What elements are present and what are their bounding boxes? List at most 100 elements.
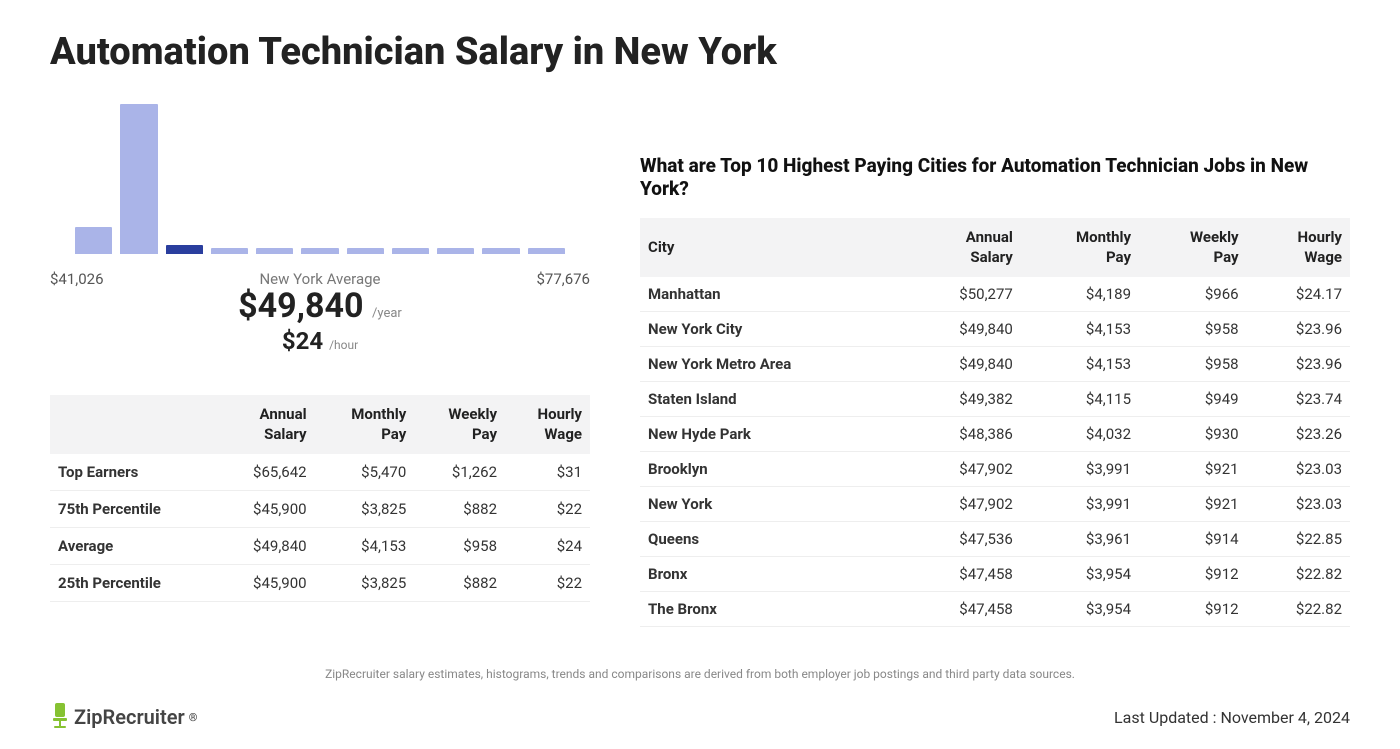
table-header: WeeklyPay — [414, 395, 505, 454]
table-cell: New York City — [640, 312, 905, 347]
table-row: 25th Percentile$45,900$3,825$882$22 — [50, 565, 590, 602]
histogram-bars — [75, 104, 565, 254]
cities-heading: What are Top 10 Highest Paying Cities fo… — [640, 154, 1350, 200]
table-cell: $3,961 — [1021, 522, 1139, 557]
table-row: Queens$47,536$3,961$914$22.85 — [640, 522, 1350, 557]
histogram-bar — [211, 248, 248, 254]
table-cell: Average — [50, 528, 217, 565]
table-header: MonthlyPay — [315, 395, 415, 454]
table-cell: $4,032 — [1021, 417, 1139, 452]
average-hourly-unit: /hour — [329, 338, 358, 352]
table-header: WeeklyPay — [1139, 218, 1247, 277]
table-cell: Manhattan — [640, 277, 905, 312]
table-cell: $912 — [1139, 557, 1247, 592]
histogram-max-label: $77,676 — [536, 270, 590, 355]
table-cell: $22.82 — [1247, 592, 1350, 627]
table-header: MonthlyPay — [1021, 218, 1139, 277]
table-header: AnnualSalary — [217, 395, 315, 454]
table-header: AnnualSalary — [905, 218, 1021, 277]
logo-chair-icon — [50, 703, 70, 731]
table-cell: $3,825 — [315, 491, 415, 528]
table-cell: $882 — [414, 565, 505, 602]
table-cell: New Hyde Park — [640, 417, 905, 452]
histogram-bar — [482, 248, 519, 254]
left-column: $41,026 New York Average $49,840 /year $… — [50, 104, 590, 627]
summary-table-body: Top Earners$65,642$5,470$1,262$3175th Pe… — [50, 454, 590, 602]
table-cell: $47,902 — [905, 487, 1021, 522]
table-cell: $912 — [1139, 592, 1247, 627]
table-cell: $958 — [414, 528, 505, 565]
table-cell: $930 — [1139, 417, 1247, 452]
average-annual: $49,840 /year — [238, 288, 402, 325]
table-cell: New York Metro Area — [640, 347, 905, 382]
average-annual-unit: /year — [372, 306, 402, 321]
table-cell: $47,536 — [905, 522, 1021, 557]
table-cell: $914 — [1139, 522, 1247, 557]
table-cell: $49,840 — [905, 312, 1021, 347]
table-cell: $966 — [1139, 277, 1247, 312]
table-cell: $48,386 — [905, 417, 1021, 452]
table-row: Brooklyn$47,902$3,991$921$23.03 — [640, 452, 1350, 487]
table-row: New Hyde Park$48,386$4,032$930$23.26 — [640, 417, 1350, 452]
table-cell: Bronx — [640, 557, 905, 592]
right-column: What are Top 10 Highest Paying Cities fo… — [640, 104, 1350, 627]
summary-table-head: AnnualSalaryMonthlyPayWeeklyPayHourlyWag… — [50, 395, 590, 454]
table-cell: $22 — [505, 565, 590, 602]
table-cell: $65,642 — [217, 454, 315, 491]
table-cell: New York — [640, 487, 905, 522]
table-header — [50, 395, 217, 454]
table-cell: $5,470 — [315, 454, 415, 491]
table-row: The Bronx$47,458$3,954$912$22.82 — [640, 592, 1350, 627]
table-cell: $4,189 — [1021, 277, 1139, 312]
table-cell: $882 — [414, 491, 505, 528]
table-row: New York City$49,840$4,153$958$23.96 — [640, 312, 1350, 347]
histogram-bar — [437, 248, 474, 254]
histogram-bar — [166, 245, 203, 254]
table-cell: $4,153 — [315, 528, 415, 565]
table-cell: $958 — [1139, 312, 1247, 347]
histogram-bar — [347, 248, 384, 254]
table-cell: $31 — [505, 454, 590, 491]
table-header: HourlyWage — [1247, 218, 1350, 277]
table-row: Bronx$47,458$3,954$912$22.82 — [640, 557, 1350, 592]
last-updated: Last Updated : November 4, 2024 — [1114, 708, 1350, 727]
table-cell: $4,153 — [1021, 312, 1139, 347]
page-title: Automation Technician Salary in New York — [50, 30, 1350, 74]
table-cell: $921 — [1139, 452, 1247, 487]
cities-table-head: CityAnnualSalaryMonthlyPayWeeklyPayHourl… — [640, 218, 1350, 277]
table-cell: $45,900 — [217, 491, 315, 528]
table-cell: $921 — [1139, 487, 1247, 522]
table-row: New York$47,902$3,991$921$23.03 — [640, 487, 1350, 522]
cities-table-body: Manhattan$50,277$4,189$966$24.17New York… — [640, 277, 1350, 627]
table-row: 75th Percentile$45,900$3,825$882$22 — [50, 491, 590, 528]
histogram-bar — [528, 248, 565, 254]
salary-histogram — [50, 104, 590, 264]
table-cell: Top Earners — [50, 454, 217, 491]
table-cell: $22 — [505, 491, 590, 528]
table-cell: $23.03 — [1247, 452, 1350, 487]
main-content: $41,026 New York Average $49,840 /year $… — [50, 104, 1350, 627]
table-cell: $3,991 — [1021, 452, 1139, 487]
table-cell: Staten Island — [640, 382, 905, 417]
table-cell: $3,954 — [1021, 557, 1139, 592]
table-cell: $49,840 — [217, 528, 315, 565]
table-cell: $23.03 — [1247, 487, 1350, 522]
table-cell: $50,277 — [905, 277, 1021, 312]
cities-table: CityAnnualSalaryMonthlyPayWeeklyPayHourl… — [640, 218, 1350, 627]
table-cell: $24 — [505, 528, 590, 565]
table-cell: $45,900 — [217, 565, 315, 602]
table-cell: $3,954 — [1021, 592, 1139, 627]
table-cell: $4,153 — [1021, 347, 1139, 382]
table-cell: $4,115 — [1021, 382, 1139, 417]
histogram-axis-labels: $41,026 New York Average $49,840 /year $… — [50, 270, 590, 355]
table-row: Average$49,840$4,153$958$24 — [50, 528, 590, 565]
table-cell: $23.26 — [1247, 417, 1350, 452]
logo-text: ZipRecruiter — [74, 705, 185, 729]
table-cell: $3,825 — [315, 565, 415, 602]
average-hourly-value: $24 — [282, 327, 323, 355]
average-block: New York Average $49,840 /year $24 /hour — [238, 270, 402, 355]
table-cell: Queens — [640, 522, 905, 557]
average-hourly: $24 /hour — [238, 327, 402, 355]
table-cell: $23.96 — [1247, 347, 1350, 382]
histogram-bar — [392, 248, 429, 254]
